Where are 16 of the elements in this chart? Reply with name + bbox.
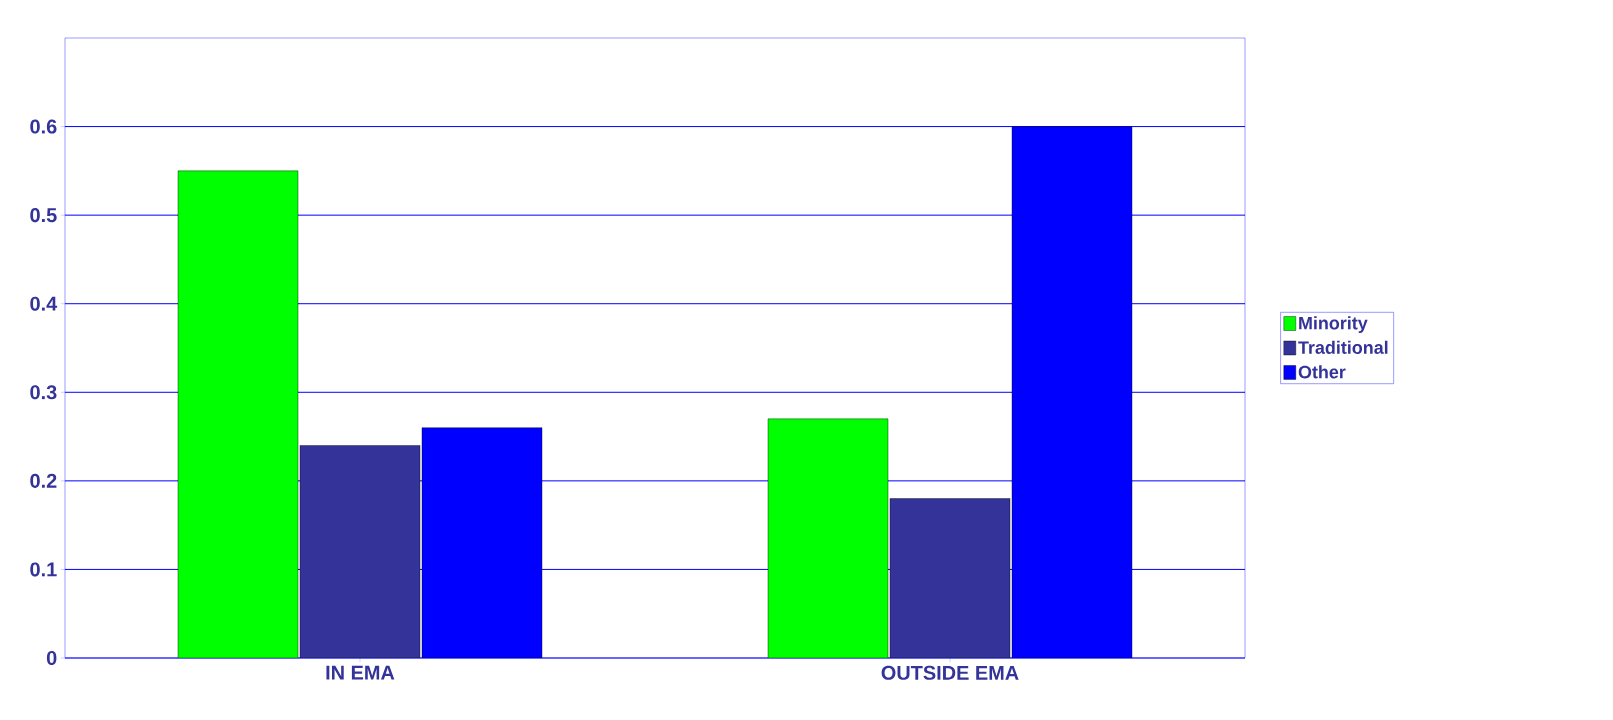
x-tick-label: OUTSIDE EMA — [881, 665, 1019, 680]
bar — [767, 418, 889, 658]
y-tick-label: 0.5 — [30, 208, 57, 223]
legend-label: Minority — [1299, 316, 1368, 333]
y-tick-label: 0.1 — [30, 562, 57, 577]
x-tick-label: IN EMA — [326, 665, 395, 680]
bar — [889, 498, 1011, 658]
y-tick-label: 0.6 — [30, 119, 57, 134]
legend-label: Traditional — [1298, 340, 1388, 354]
y-tick-label: 0.2 — [30, 473, 57, 488]
legend-label: Other — [1298, 365, 1346, 379]
y-tick-label: 0.4 — [30, 296, 58, 311]
bar — [177, 170, 299, 658]
bar — [299, 445, 421, 658]
y-tick-label: 0 — [46, 650, 57, 666]
y-tick-label: 0.3 — [30, 385, 57, 400]
